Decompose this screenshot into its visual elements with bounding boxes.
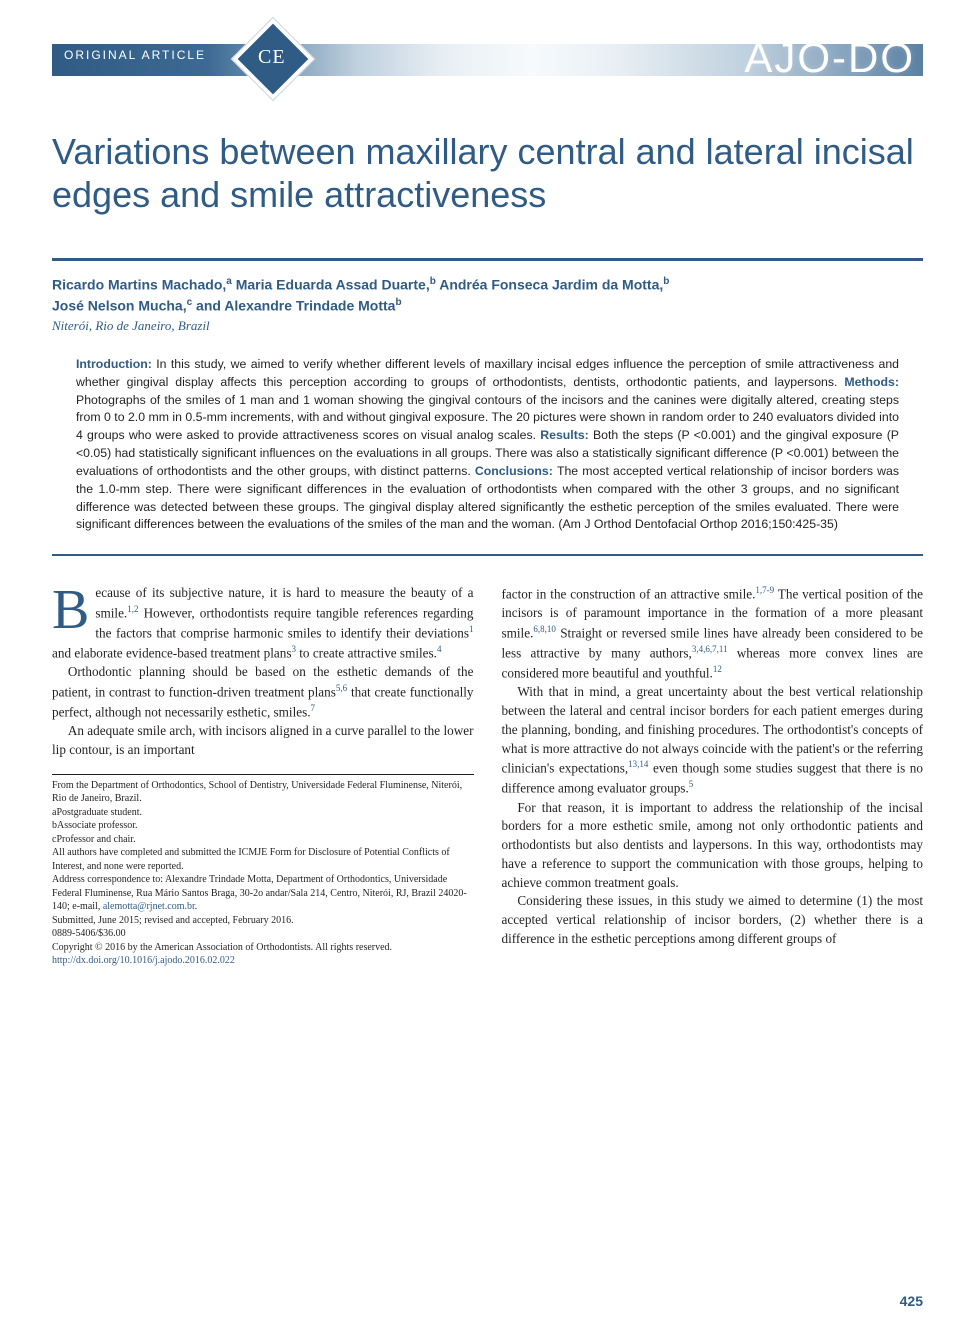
title-block: Variations between maxillary central and… bbox=[52, 130, 923, 240]
p1c: and elaborate evidence-based treatment p… bbox=[52, 646, 291, 661]
fn-issn: 0889-5406/$36.00 bbox=[52, 927, 474, 941]
fn-c: cProfessor and chair. bbox=[52, 833, 474, 847]
p6: For that reason, it is important to addr… bbox=[502, 800, 924, 890]
ref-5[interactable]: 5 bbox=[689, 779, 694, 789]
fn-email-link[interactable]: alemotta@rjnet.com.br bbox=[103, 901, 195, 912]
abstract-intro: In this study, we aimed to verify whethe… bbox=[76, 357, 899, 389]
rule-above-authors bbox=[52, 258, 923, 261]
abstract: Introduction: In this study, we aimed to… bbox=[76, 356, 899, 534]
para-6: For that reason, it is important to addr… bbox=[502, 799, 924, 893]
ref-4[interactable]: 4 bbox=[437, 644, 442, 654]
fn-corr-b: . bbox=[195, 901, 198, 912]
p1d: to create attractive smiles. bbox=[296, 646, 437, 661]
para-4: factor in the construction of an attract… bbox=[502, 584, 924, 683]
author-1-sup: a bbox=[226, 276, 232, 287]
column-left: Because of its subjective nature, it is … bbox=[52, 584, 474, 968]
fn-coi: All authors have completed and submitted… bbox=[52, 846, 474, 873]
author-4-sup: c bbox=[187, 297, 193, 308]
affiliation-location: Niterói, Rio de Janeiro, Brazil bbox=[52, 318, 923, 334]
ce-badge-text: CE bbox=[258, 46, 286, 69]
authors-line: Ricardo Martins Machado,a Maria Eduarda … bbox=[52, 275, 923, 316]
footnote-rule bbox=[52, 774, 474, 775]
fn-copyright: Copyright © 2016 by the American Associa… bbox=[52, 941, 474, 955]
dropcap: B bbox=[52, 584, 95, 634]
para-2: Orthodontic planning should be based on … bbox=[52, 663, 474, 722]
ref-13-14[interactable]: 13,14 bbox=[628, 759, 648, 769]
ref-1-2[interactable]: 1,2 bbox=[127, 604, 138, 614]
fn-correspondence: Address correspondence to: Alexandre Tri… bbox=[52, 873, 474, 914]
rule-below-abstract bbox=[52, 554, 923, 556]
fn-b: bAssociate professor. bbox=[52, 819, 474, 833]
journal-logo: AJO-DO bbox=[744, 34, 915, 82]
author-5-sup: b bbox=[395, 297, 401, 308]
para-1: Because of its subjective nature, it is … bbox=[52, 584, 474, 663]
article-title: Variations between maxillary central and… bbox=[52, 130, 923, 216]
p3: An adequate smile arch, with incisors al… bbox=[52, 723, 474, 757]
ref-1-7-9[interactable]: 1,7-9 bbox=[755, 585, 774, 595]
fn-from: From the Department of Orthodontics, Sch… bbox=[52, 779, 474, 806]
ref-3-4-6-7-11[interactable]: 3,4,6,7,11 bbox=[692, 644, 728, 654]
authors-block: Ricardo Martins Machado,a Maria Eduarda … bbox=[52, 275, 923, 334]
header-band: ORIGINAL ARTICLE CE AJO-DO bbox=[52, 28, 923, 100]
ref-5-6[interactable]: 5,6 bbox=[336, 683, 347, 693]
author-5: and Alexandre Trindade Motta bbox=[196, 297, 395, 313]
abstract-intro-label: Introduction: bbox=[76, 357, 156, 371]
page-number: 425 bbox=[900, 1293, 923, 1309]
column-right: factor in the construction of an attract… bbox=[502, 584, 924, 968]
fn-doi-link[interactable]: http://dx.doi.org/10.1016/j.ajodo.2016.0… bbox=[52, 955, 235, 966]
body-columns: Because of its subjective nature, it is … bbox=[52, 584, 923, 968]
author-2-sup: b bbox=[430, 276, 436, 287]
ref-7[interactable]: 7 bbox=[311, 703, 316, 713]
abstract-methods-label: Methods: bbox=[844, 375, 899, 389]
author-3: Andréa Fonseca Jardim da Motta, bbox=[439, 277, 663, 293]
author-4: José Nelson Mucha, bbox=[52, 297, 187, 313]
ref-6-8-10[interactable]: 6,8,10 bbox=[533, 624, 556, 634]
article-type-label: ORIGINAL ARTICLE bbox=[64, 48, 206, 62]
p4a: factor in the construction of an attract… bbox=[502, 587, 756, 602]
author-2: Maria Eduarda Assad Duarte, bbox=[236, 277, 430, 293]
abstract-conclusions-label: Conclusions: bbox=[475, 464, 557, 478]
p7: Considering these issues, in this study … bbox=[502, 893, 924, 945]
para-3: An adequate smile arch, with incisors al… bbox=[52, 722, 474, 759]
fn-dates: Submitted, June 2015; revised and accept… bbox=[52, 914, 474, 928]
footnotes: From the Department of Orthodontics, Sch… bbox=[52, 779, 474, 968]
author-1: Ricardo Martins Machado, bbox=[52, 277, 226, 293]
para-7: Considering these issues, in this study … bbox=[502, 892, 924, 948]
fn-a: aPostgraduate student. bbox=[52, 806, 474, 820]
p1b: However, orthodontists require tangible … bbox=[95, 605, 473, 640]
ref-12[interactable]: 12 bbox=[713, 664, 722, 674]
ref-1[interactable]: 1 bbox=[469, 624, 474, 634]
abstract-results-label: Results: bbox=[540, 428, 593, 442]
author-3-sup: b bbox=[663, 276, 669, 287]
para-5: With that in mind, a great uncertainty a… bbox=[502, 683, 924, 798]
